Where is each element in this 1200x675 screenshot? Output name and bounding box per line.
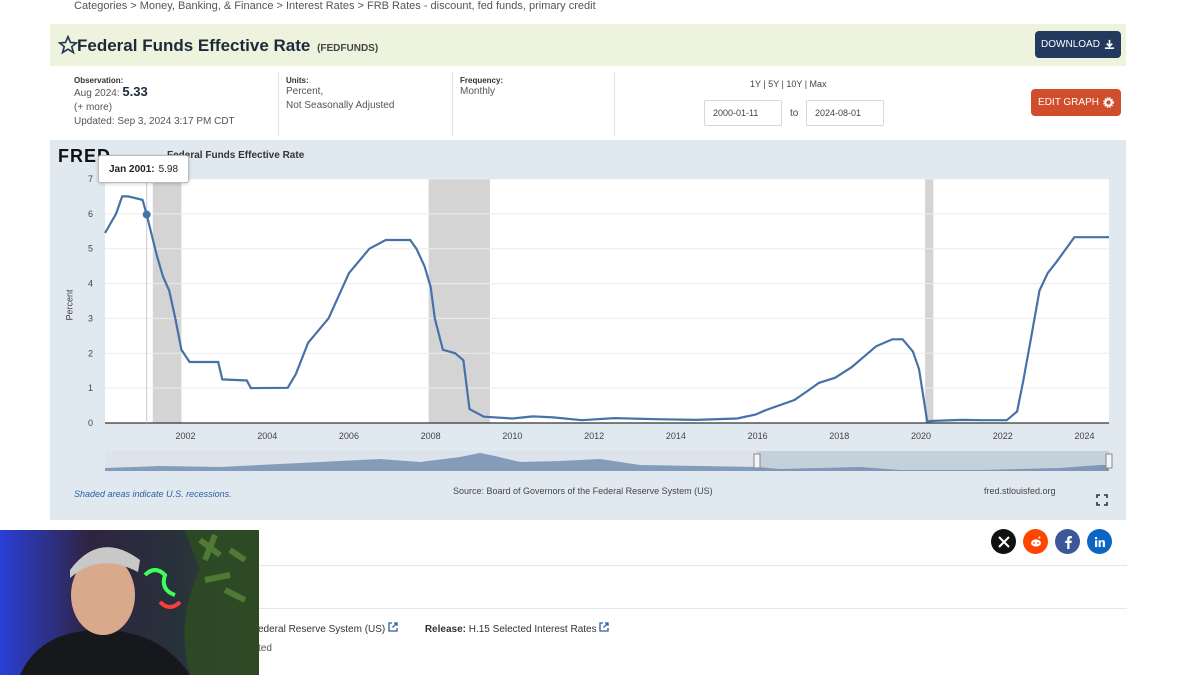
graph-title: Federal Funds Effective Rate xyxy=(167,150,305,161)
divider xyxy=(278,72,279,136)
frequency-block: Frequency: Monthly xyxy=(460,68,503,140)
observation-label: Observation: xyxy=(74,76,124,85)
y-tick-label: 1 xyxy=(88,383,93,393)
y-tick-label: 6 xyxy=(88,209,93,219)
recession-note: Shaded areas indicate U.S. recessions. xyxy=(74,489,232,499)
units-block: Units: Percent, Not Seasonally Adjusted xyxy=(286,68,394,140)
edit-graph-label: EDIT GRAPH xyxy=(1038,97,1099,108)
edit-graph-button[interactable]: EDIT GRAPH xyxy=(1031,89,1121,116)
end-date-input[interactable]: 2024-08-01 xyxy=(806,100,884,126)
y-tick-label: 4 xyxy=(88,279,93,289)
x-tick-label: 2002 xyxy=(175,431,195,441)
linkedin-icon xyxy=(1094,536,1105,547)
x-tick-labels: 2002 2004 2006 2008 2010 2012 2014 2016 2018 2020… xyxy=(175,431,1094,441)
series-title-text: Federal Funds Effective Rate xyxy=(77,36,311,55)
units-label: Units: xyxy=(286,76,309,85)
hover-point xyxy=(142,210,151,219)
series-header: Federal Funds Effective Rate (FEDFUNDS) … xyxy=(50,24,1126,66)
source-link[interactable]: ederal Reserve System (US) xyxy=(258,624,386,635)
release-link[interactable]: H.15 Selected Interest Rates xyxy=(468,624,597,635)
more-observations-link[interactable]: (+ more) xyxy=(74,102,113,113)
divider xyxy=(614,72,615,136)
release-label: Release: xyxy=(424,624,466,635)
recession-band xyxy=(925,179,934,423)
gear-icon xyxy=(1103,97,1114,108)
x-tick-label: 2014 xyxy=(666,431,686,441)
facebook-share-button[interactable] xyxy=(1055,529,1080,554)
external-link-icon[interactable] xyxy=(388,622,398,632)
x-share-button[interactable] xyxy=(991,529,1016,554)
fred-url[interactable]: fred.stlouisfed.org xyxy=(984,486,1056,496)
tooltip-period: Jan 2001: xyxy=(109,163,155,175)
updated-timestamp: Updated: Sep 3, 2024 3:17 PM CDT xyxy=(74,116,235,127)
x-tick-label: 2022 xyxy=(993,431,1013,441)
y-tick-label: 0 xyxy=(88,418,93,428)
tooltip-value: 5.98 xyxy=(158,163,179,175)
x-tick-label: 2006 xyxy=(339,431,359,441)
x-tick-label: 2010 xyxy=(502,431,522,441)
series-id: (FEDFUNDS) xyxy=(317,43,379,54)
navigator-history xyxy=(105,453,1109,471)
x-tick-label: 2016 xyxy=(748,431,768,441)
to-label: to xyxy=(790,108,799,119)
x-tick-label: 2020 xyxy=(911,431,931,441)
x-tick-label: 2012 xyxy=(584,431,604,441)
linkedin-share-button[interactable] xyxy=(1087,529,1112,554)
star-icon[interactable] xyxy=(58,35,78,55)
frequency-label: Frequency: xyxy=(460,76,504,85)
recession-band xyxy=(428,179,490,423)
reddit-share-button[interactable] xyxy=(1023,529,1048,554)
download-label: DOWNLOAD xyxy=(1041,39,1100,50)
recession-shading xyxy=(152,179,934,423)
plot-area xyxy=(105,179,1109,423)
frequency-value: Monthly xyxy=(460,86,496,97)
y-tick-label: 5 xyxy=(88,244,93,254)
y-tick-label: 2 xyxy=(88,348,93,358)
observation-value: 5.33 xyxy=(122,84,148,99)
range-navigator xyxy=(105,451,1113,471)
navigator-selection xyxy=(757,451,1109,471)
recession-band xyxy=(152,179,182,423)
download-icon xyxy=(1104,39,1115,49)
navigator-left-handle xyxy=(753,453,761,469)
trailing-text: ted xyxy=(258,643,272,654)
units-value-line1: Percent, xyxy=(286,86,324,97)
divider xyxy=(452,72,453,136)
x-tick-label: 2018 xyxy=(829,431,849,441)
y-tick-label: 7 xyxy=(88,174,93,184)
fullscreen-icon[interactable] xyxy=(1096,494,1108,506)
x-tick-label: 2008 xyxy=(421,431,441,441)
download-button[interactable]: DOWNLOAD xyxy=(1035,31,1121,58)
units-value-line2: Not Seasonally Adjusted xyxy=(286,100,395,111)
y-tick-labels: 0 1 2 3 4 5 6 7 xyxy=(88,174,93,428)
x-tick-label: 2004 xyxy=(257,431,277,441)
date-range-presets[interactable]: 1Y | 5Y | 10Y | Max xyxy=(750,79,827,89)
series-metadata: Observation: Aug 2024: 5.33 (+ more) Upd… xyxy=(50,68,1126,140)
external-link-icon[interactable] xyxy=(599,622,610,632)
x-icon xyxy=(997,535,1010,548)
page-title: Federal Funds Effective Rate (FEDFUNDS) xyxy=(77,36,378,56)
navigator-right-handle xyxy=(1105,453,1113,469)
reddit-icon xyxy=(1030,535,1041,547)
source-release-line: ederal Reserve System (US) Release: H.15… xyxy=(258,622,610,635)
y-tick-label: 3 xyxy=(88,313,93,323)
hover-tooltip: Jan 2001: 5.98 xyxy=(98,155,190,183)
notes-panel xyxy=(258,565,1127,609)
series-line xyxy=(104,195,1109,423)
facebook-icon xyxy=(1064,535,1072,549)
breadcrumb[interactable]: Categories > Money, Banking, & Finance >… xyxy=(74,0,596,12)
observation-block: Observation: Aug 2024: 5.33 (+ more) Upd… xyxy=(74,68,235,140)
observation-period: Aug 2024: xyxy=(74,88,120,99)
graph-source: Source: Board of Governors of the Federa… xyxy=(453,486,713,496)
webcam-overlay xyxy=(0,530,259,675)
start-date-input[interactable]: 2000-01-11 xyxy=(704,100,782,126)
fred-logo: FRED xyxy=(58,146,111,166)
x-tick-label: 2024 xyxy=(1074,431,1094,441)
